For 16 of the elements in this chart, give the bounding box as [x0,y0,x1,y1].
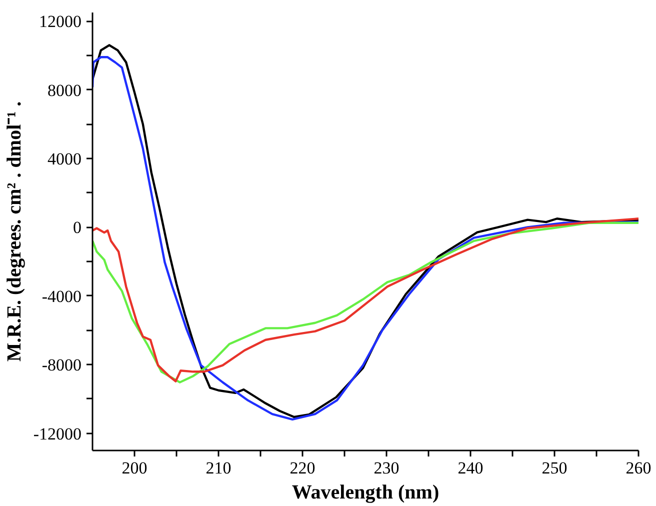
x-axis-title: Wavelength (nm) [292,482,440,504]
y-tick-label: 4000 [48,150,82,168]
x-tick-label: 240 [458,458,484,478]
y-tick-label: 12000 [39,12,82,32]
y-tick-label: -8000 [42,356,82,375]
x-tick-label: 260 [626,458,652,478]
x-tick-label: 210 [206,458,232,478]
y-tick-label: 8000 [48,80,82,100]
x-tick-label: 250 [542,458,568,478]
y-tick-label: -12000 [33,424,82,444]
x-tick-label: 220 [290,458,316,478]
x-tick-label: 200 [122,458,148,478]
x-tick-label: 230 [374,458,400,478]
y-tick-label: -4000 [42,286,82,306]
y-axis-title: M.R.E. (degrees. cm² . dmol⁻¹ . [3,101,26,362]
y-tick-label: 0 [73,218,82,238]
